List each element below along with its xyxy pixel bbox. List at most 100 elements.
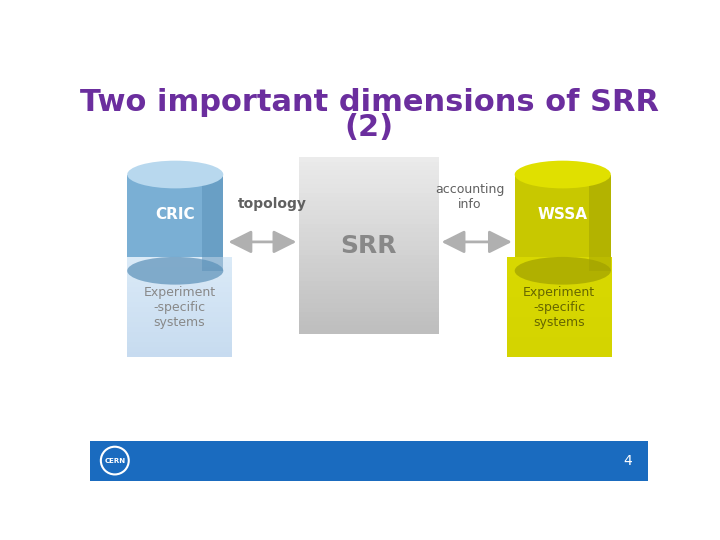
Bar bbox=[300, 294, 438, 299]
Bar bbox=[127, 327, 232, 333]
Bar bbox=[127, 307, 232, 312]
Bar bbox=[127, 322, 232, 327]
FancyArrowPatch shape bbox=[445, 232, 509, 252]
Bar bbox=[507, 322, 611, 327]
Bar bbox=[127, 282, 232, 287]
Bar bbox=[507, 338, 611, 342]
Bar bbox=[300, 330, 438, 334]
Bar bbox=[507, 353, 611, 357]
Bar bbox=[127, 347, 232, 353]
Bar bbox=[127, 312, 232, 318]
Text: accounting
info: accounting info bbox=[435, 183, 505, 211]
Bar bbox=[300, 193, 438, 197]
Bar bbox=[300, 179, 438, 184]
Bar bbox=[507, 318, 611, 322]
Bar bbox=[300, 250, 438, 254]
Bar bbox=[300, 316, 438, 321]
Bar bbox=[127, 257, 232, 262]
Bar bbox=[127, 278, 232, 282]
Bar bbox=[507, 327, 611, 333]
Text: CERN: CERN bbox=[104, 457, 125, 463]
Bar bbox=[300, 272, 438, 276]
Bar bbox=[127, 174, 223, 271]
Text: Experiment
-specific
systems: Experiment -specific systems bbox=[143, 286, 215, 329]
Bar bbox=[300, 232, 438, 237]
Bar bbox=[300, 175, 438, 179]
Bar bbox=[300, 161, 438, 166]
Bar bbox=[300, 219, 438, 224]
Ellipse shape bbox=[127, 257, 223, 285]
Bar bbox=[300, 228, 438, 232]
Text: 4: 4 bbox=[624, 454, 632, 468]
Bar bbox=[127, 302, 232, 307]
Bar bbox=[589, 174, 611, 271]
Bar bbox=[507, 342, 611, 347]
Bar bbox=[300, 246, 438, 250]
Bar bbox=[127, 342, 232, 347]
Ellipse shape bbox=[515, 257, 611, 285]
Bar bbox=[300, 197, 438, 201]
Bar bbox=[300, 157, 438, 161]
Bar bbox=[507, 333, 611, 338]
Bar bbox=[507, 307, 611, 312]
Bar bbox=[127, 287, 232, 292]
Bar bbox=[300, 224, 438, 228]
Bar bbox=[300, 303, 438, 308]
Bar bbox=[300, 206, 438, 211]
Text: (2): (2) bbox=[344, 112, 394, 141]
Bar bbox=[127, 318, 232, 322]
Bar bbox=[300, 184, 438, 188]
Bar bbox=[507, 298, 611, 302]
Text: Two important dimensions of SRR: Two important dimensions of SRR bbox=[79, 88, 659, 117]
Text: CRIC: CRIC bbox=[156, 207, 195, 222]
Bar bbox=[127, 353, 232, 357]
Bar bbox=[300, 286, 438, 290]
Bar bbox=[507, 262, 611, 267]
Ellipse shape bbox=[515, 161, 611, 188]
Bar bbox=[300, 259, 438, 264]
Bar bbox=[300, 276, 438, 281]
Bar bbox=[300, 299, 438, 303]
Bar bbox=[202, 174, 223, 271]
Bar bbox=[300, 264, 438, 268]
Bar bbox=[300, 326, 438, 330]
Bar bbox=[127, 262, 232, 267]
Bar bbox=[127, 272, 232, 278]
Bar bbox=[300, 171, 438, 175]
Bar bbox=[507, 257, 611, 262]
Bar bbox=[90, 441, 648, 481]
FancyArrowPatch shape bbox=[232, 232, 293, 252]
Bar bbox=[300, 215, 438, 219]
Bar bbox=[515, 174, 611, 271]
Bar bbox=[507, 287, 611, 292]
Bar bbox=[127, 298, 232, 302]
Bar bbox=[300, 237, 438, 241]
Bar bbox=[300, 188, 438, 193]
Bar bbox=[127, 267, 232, 272]
Bar bbox=[300, 308, 438, 312]
Text: WSSA: WSSA bbox=[538, 207, 588, 222]
Bar bbox=[507, 312, 611, 318]
Bar bbox=[127, 333, 232, 338]
Bar bbox=[507, 347, 611, 353]
Text: SRR: SRR bbox=[341, 234, 397, 258]
Bar bbox=[300, 290, 438, 294]
Ellipse shape bbox=[127, 161, 223, 188]
Bar bbox=[300, 210, 438, 215]
Bar bbox=[127, 338, 232, 342]
Bar bbox=[300, 166, 438, 171]
Bar bbox=[507, 292, 611, 298]
Bar bbox=[507, 267, 611, 272]
Bar bbox=[507, 282, 611, 287]
Bar bbox=[300, 281, 438, 286]
Bar bbox=[300, 312, 438, 316]
Bar bbox=[300, 201, 438, 206]
Bar bbox=[507, 302, 611, 307]
Text: topology: topology bbox=[238, 197, 307, 211]
Text: Experiment
-specific
systems: Experiment -specific systems bbox=[523, 286, 595, 329]
Bar bbox=[300, 241, 438, 246]
Bar bbox=[507, 278, 611, 282]
Bar bbox=[127, 292, 232, 298]
Bar bbox=[507, 272, 611, 278]
Bar bbox=[300, 321, 438, 326]
